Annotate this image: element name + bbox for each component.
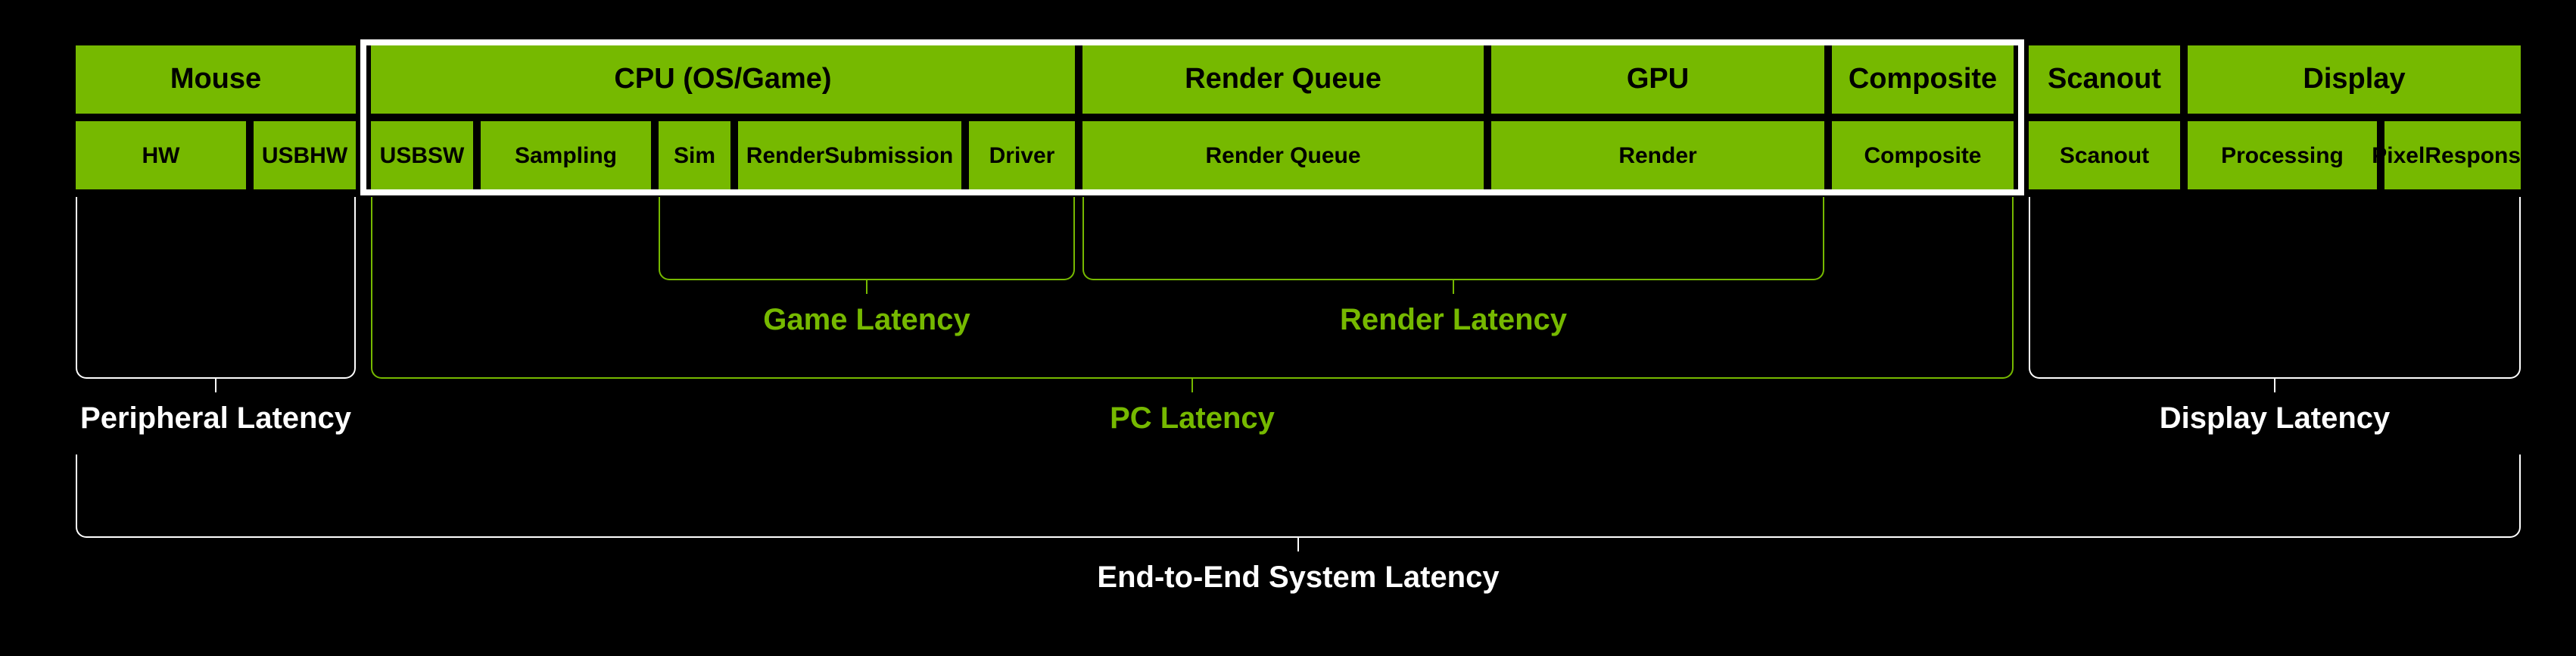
bracket-peripheral [76, 197, 356, 379]
substage-sim: Sim [659, 121, 730, 189]
substage-render: Render [1491, 121, 1824, 189]
label-end-to-end: End-to-End System Latency [76, 561, 2521, 595]
substage-scanout2: Scanout [2029, 121, 2180, 189]
bracket-end-to-end [76, 455, 2521, 538]
bracket-display-latency [2029, 197, 2521, 379]
stage-composite: Composite [1832, 45, 2014, 114]
stage-display: Display [2188, 45, 2521, 114]
bracket-pc-latency [371, 197, 2014, 379]
substage-usb-hw: USBHW [254, 121, 356, 189]
substage-processing: Processing [2188, 121, 2377, 189]
stage-cpu: CPU (OS/Game) [371, 45, 1075, 114]
substage-hw: HW [76, 121, 246, 189]
stage-scanout: Scanout [2029, 45, 2180, 114]
substage-pixel-resp: PixelResponse [2384, 121, 2521, 189]
latency-pipeline-diagram: MouseCPU (OS/Game)Render QueueGPUComposi… [30, 30, 2546, 626]
substage-composite2: Composite [1832, 121, 2014, 189]
label-pc-latency: PC Latency [371, 401, 2014, 436]
substage-driver: Driver [969, 121, 1075, 189]
stage-render-queue: Render Queue [1082, 45, 1484, 114]
label-peripheral: Peripheral Latency [76, 401, 356, 436]
substage-render-sub: RenderSubmission [738, 121, 961, 189]
substage-usb-sw: USBSW [371, 121, 473, 189]
stage-mouse: Mouse [76, 45, 356, 114]
label-display-latency: Display Latency [2029, 401, 2521, 436]
substage-sampling: Sampling [481, 121, 651, 189]
stage-gpu: GPU [1491, 45, 1824, 114]
substage-render-queue2: Render Queue [1082, 121, 1484, 189]
